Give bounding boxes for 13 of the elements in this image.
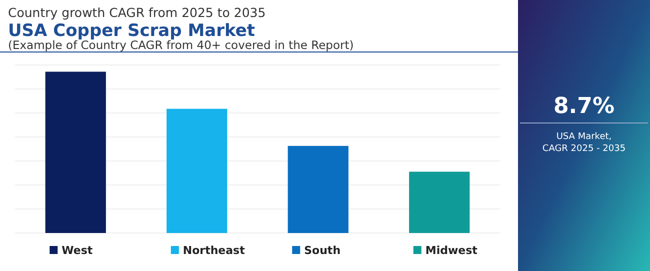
x-tick-label: South <box>304 244 341 257</box>
chart-title: USA Copper Scrap Market <box>8 21 255 41</box>
bar <box>409 172 470 233</box>
bar <box>166 108 228 233</box>
text: (Example of Country CAGR from 40+ covered in the Report) <box>8 38 354 52</box>
text: USA Market, CAGR 2025 - 2035 <box>542 132 626 154</box>
x-tick-label: Northeast <box>182 244 245 257</box>
text: 8.7% <box>553 94 615 119</box>
bar <box>45 72 106 233</box>
chart-subtitle: Country growth CAGR from 2025 to 2035 <box>8 5 266 20</box>
x-tick-label: West <box>62 244 93 257</box>
x-tick-label: Midwest <box>425 244 478 257</box>
bar <box>288 146 348 233</box>
